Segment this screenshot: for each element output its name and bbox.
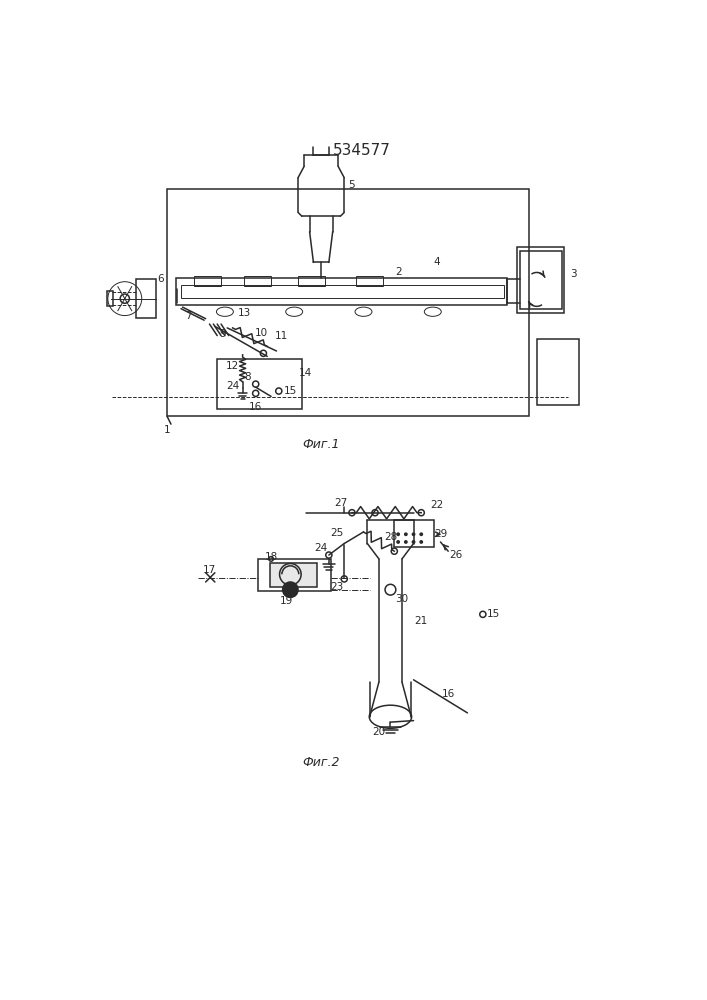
Text: 1: 1: [164, 425, 170, 435]
Text: 2: 2: [395, 267, 402, 277]
Circle shape: [411, 540, 416, 544]
Text: 16: 16: [249, 402, 262, 412]
Bar: [244, 276, 271, 286]
Text: 534577: 534577: [333, 143, 391, 158]
Circle shape: [283, 582, 298, 597]
Text: 7: 7: [185, 311, 192, 321]
Circle shape: [411, 532, 416, 536]
Text: 21: 21: [414, 615, 428, 626]
Circle shape: [404, 540, 408, 544]
Bar: [176, 278, 508, 305]
Text: 25: 25: [330, 528, 343, 538]
Text: 22: 22: [430, 500, 443, 510]
Bar: [518, 247, 563, 312]
Bar: [356, 276, 382, 286]
Text: 3: 3: [571, 269, 577, 279]
Bar: [395, 520, 434, 547]
Text: 30: 30: [395, 594, 409, 604]
Text: 19: 19: [280, 596, 293, 606]
Text: 13: 13: [238, 308, 251, 318]
Text: 20: 20: [373, 727, 385, 737]
Text: 14: 14: [299, 368, 312, 378]
Bar: [537, 339, 579, 405]
Text: 15: 15: [487, 609, 501, 619]
Text: 24: 24: [315, 543, 328, 553]
Text: 28: 28: [384, 532, 397, 542]
Text: 11: 11: [275, 331, 288, 341]
Text: 9: 9: [219, 329, 226, 339]
Bar: [167, 189, 529, 416]
Text: 24: 24: [227, 381, 240, 391]
Text: 12: 12: [226, 361, 239, 371]
Text: 23: 23: [330, 582, 343, 592]
Text: 17: 17: [203, 565, 216, 575]
Text: 4: 4: [433, 257, 440, 267]
Text: 6: 6: [158, 274, 164, 284]
Bar: [194, 276, 221, 286]
Text: Фиг.1: Фиг.1: [303, 438, 340, 451]
Text: 5: 5: [349, 180, 355, 190]
Bar: [258, 559, 331, 591]
Bar: [270, 563, 317, 587]
Bar: [298, 276, 325, 286]
Bar: [136, 279, 156, 318]
Bar: [181, 285, 504, 298]
Bar: [217, 359, 302, 409]
Circle shape: [419, 540, 423, 544]
Text: 26: 26: [449, 550, 462, 560]
Text: Фиг.2: Фиг.2: [303, 756, 340, 769]
Text: 27: 27: [334, 498, 347, 508]
Text: 16: 16: [442, 689, 455, 699]
Text: 15: 15: [284, 386, 297, 396]
Text: 18: 18: [264, 552, 278, 562]
Bar: [107, 291, 113, 306]
Circle shape: [396, 540, 400, 544]
Text: 10: 10: [255, 328, 268, 338]
Circle shape: [404, 532, 408, 536]
Text: 8: 8: [245, 372, 251, 382]
Text: 29: 29: [434, 529, 447, 539]
Bar: [520, 251, 562, 309]
Circle shape: [419, 532, 423, 536]
Circle shape: [396, 532, 400, 536]
